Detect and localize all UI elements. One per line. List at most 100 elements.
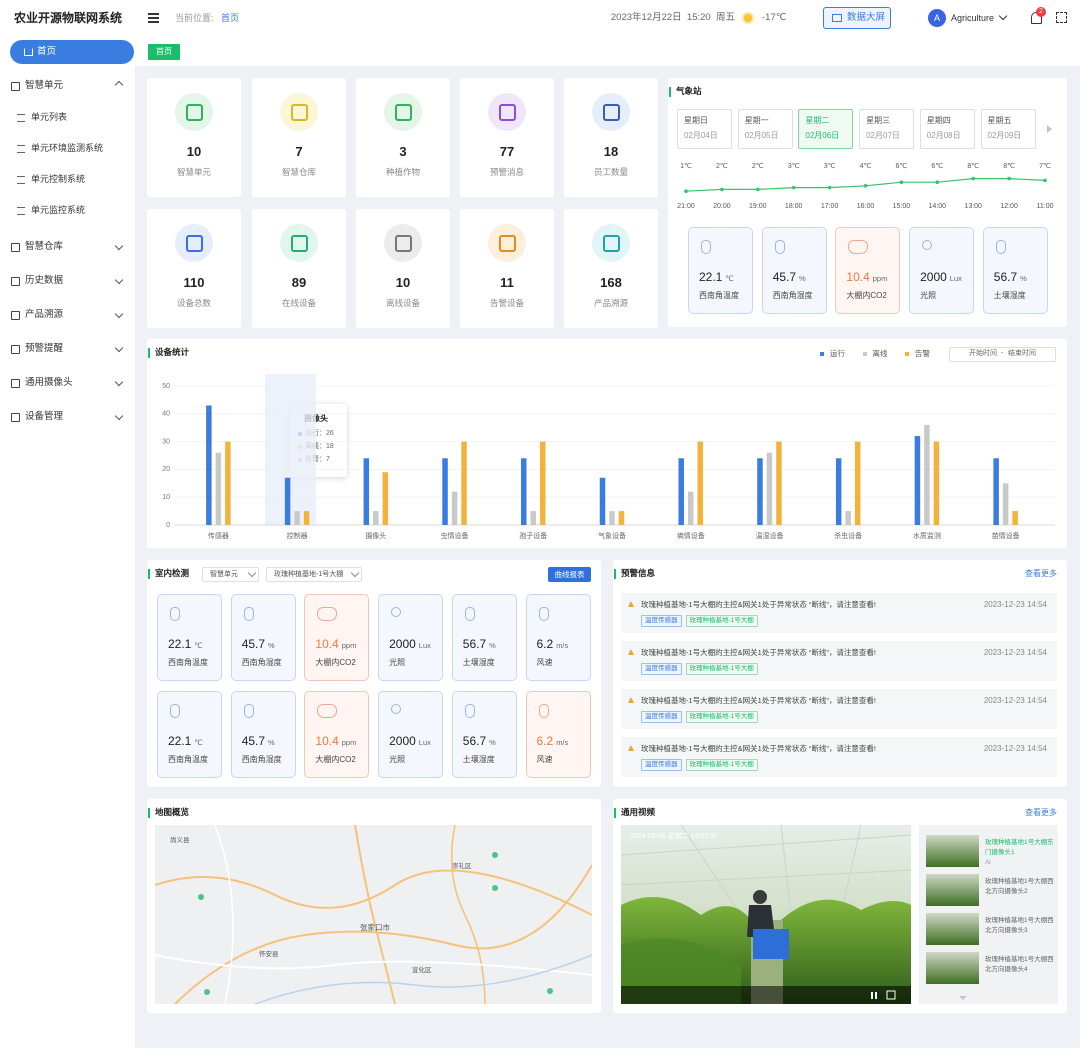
sensor-card — [451, 691, 517, 778]
day-date: 02月07日 — [866, 131, 900, 141]
warning-time: 2023-12-23 14:54 — [983, 648, 1047, 658]
header — [135, 0, 1080, 38]
menu-label[interactable]: 通用摄像头 — [25, 377, 73, 389]
day-date: 02月05日 — [744, 131, 779, 141]
select[interactable] — [266, 567, 362, 582]
menu-label[interactable]: 首页 — [37, 46, 57, 58]
sensor-icon — [391, 607, 402, 617]
submenu-label[interactable]: 单元监控系统 — [31, 204, 86, 215]
report-button[interactable]: 曲线报表 — [548, 567, 591, 582]
sensor-value: 45.7 — [241, 637, 266, 651]
menu-label[interactable]: 产品溯源 — [25, 309, 64, 321]
screen-button-label[interactable]: 数据大屏 — [847, 12, 886, 24]
map-place: 崇礼区 — [452, 863, 472, 871]
stat-value: 10 — [186, 143, 202, 159]
menu-icon — [24, 48, 33, 56]
sensor-label: 大棚内CO2 — [315, 755, 356, 765]
day-tab[interactable] — [919, 109, 975, 149]
select-value: 玫瑰种植基地-1号大棚 — [274, 570, 344, 578]
tab[interactable]: 首页 — [148, 44, 180, 60]
menu-toggle[interactable] — [148, 21, 159, 23]
day-tab[interactable] — [798, 109, 854, 149]
sensor-label: 大棚内CO2 — [846, 291, 887, 301]
warning-text: 玫瑰种植基地-1号大棚的主控&网关1处于异常状态 “断线”，请注意查看! — [641, 743, 877, 753]
date-range-text: 结束时间 — [1008, 350, 1036, 358]
user-name[interactable]: Agriculture — [951, 12, 995, 23]
stat-icon-glyph — [395, 104, 412, 121]
app-title: 农业开源物联网系统 — [14, 10, 123, 25]
menu-label[interactable]: 历史数据 — [25, 275, 64, 287]
camera-thumb[interactable] — [926, 952, 979, 984]
fullscreen[interactable] — [1056, 12, 1067, 23]
menu-label[interactable]: 智慧单元 — [25, 80, 64, 92]
menu-toggle[interactable] — [148, 17, 159, 19]
menu-label[interactable]: 预警提醒 — [25, 343, 64, 355]
sensor-value: 22.1 — [168, 637, 192, 651]
badge: 2 — [1036, 7, 1046, 17]
warning-time: 2023-12-23 14:54 — [983, 744, 1047, 754]
sensor-value-row: 10.4 ppm — [315, 732, 375, 748]
warning-tag: 温度传感器 — [641, 663, 682, 675]
camera-name[interactable]: 玫瑰种植基地1号大棚西北方向摄像头3 — [985, 917, 1054, 934]
sensor-label: 西南角湿度 — [772, 291, 813, 301]
menu-label[interactable]: 智慧仓库 — [25, 241, 64, 253]
sensor-icon — [243, 607, 254, 621]
sensor-value-row: 45.7% — [773, 268, 833, 284]
sensor-icon — [538, 704, 549, 718]
sensor-icon — [464, 704, 475, 718]
stat-icon-glyph — [603, 235, 620, 252]
menu-icon — [11, 379, 20, 388]
menu-label[interactable]: 设备管理 — [25, 411, 64, 423]
camera-thumb[interactable] — [926, 835, 979, 867]
more-link[interactable]: 查看更多 — [1025, 808, 1057, 818]
sensor-value: 10.4 — [315, 734, 339, 748]
legend-label: 离线 — [872, 348, 888, 358]
sensor-unit: ℃ — [194, 738, 203, 747]
title-bar — [614, 808, 616, 818]
camera-name[interactable]: 玫瑰种植基地1号大棚西北方向摄像头4 — [985, 956, 1054, 973]
title-bar — [148, 348, 150, 358]
panel-title: 设备统计 — [155, 347, 190, 358]
day-tab[interactable] — [737, 109, 793, 149]
stat-icon — [175, 224, 213, 262]
submenu-label[interactable]: 单元列表 — [31, 111, 68, 122]
camera-name[interactable]: 玫瑰种植基地1号大棚西北方向摄像头2 — [985, 878, 1054, 895]
warning-icon — [628, 745, 634, 751]
menu-item-active[interactable] — [10, 40, 134, 64]
stat-value: 89 — [291, 274, 307, 290]
next-arrow[interactable] — [1047, 125, 1052, 133]
tab-bar — [135, 37, 1080, 66]
camera-thumb[interactable] — [926, 913, 979, 945]
video-frame — [621, 825, 911, 1004]
sensor-card — [525, 594, 591, 681]
sensor-label: 土壤湿度 — [462, 755, 495, 765]
sensor-card — [230, 691, 296, 778]
day-weekday: 星期三 — [866, 116, 891, 126]
avatar[interactable]: A — [928, 9, 946, 27]
sensor-card — [835, 227, 901, 314]
stat-icon — [280, 224, 318, 262]
screen-button[interactable] — [823, 7, 891, 29]
sensor-icon — [774, 240, 785, 254]
sensor-value-row: 22.1 ℃ — [699, 268, 759, 284]
submenu-label[interactable]: 单元环境监测系统 — [31, 142, 104, 153]
sensor-label: 光照 — [389, 755, 406, 765]
day-weekday: 星期一 — [744, 116, 769, 126]
submenu-label[interactable]: 单元控制系统 — [31, 173, 86, 184]
sensor-unit: Lux — [418, 738, 431, 747]
warning-tags: 温度传感器 玫瑰种植基地-1号大棚 — [641, 663, 758, 675]
camera-name[interactable]: 玫瑰种植基地1号大棚东门摄像头1 — [985, 839, 1054, 856]
day-tab[interactable] — [980, 109, 1036, 149]
sensor-value: 22.1 — [699, 270, 723, 284]
menu-toggle[interactable] — [148, 13, 159, 15]
camera-thumb[interactable] — [926, 874, 979, 906]
select[interactable] — [202, 567, 259, 582]
sensor-label: 土壤湿度 — [462, 658, 495, 668]
day-tab[interactable] — [859, 109, 915, 149]
day-tab[interactable] — [677, 109, 732, 149]
sensor-unit: ℃ — [725, 274, 734, 283]
stat-label: 智慧仓库 — [281, 167, 316, 178]
date-range[interactable] — [949, 347, 1056, 362]
warning-tag: 温度传感器 — [641, 759, 682, 771]
more-link[interactable]: 查看更多 — [1025, 569, 1057, 579]
